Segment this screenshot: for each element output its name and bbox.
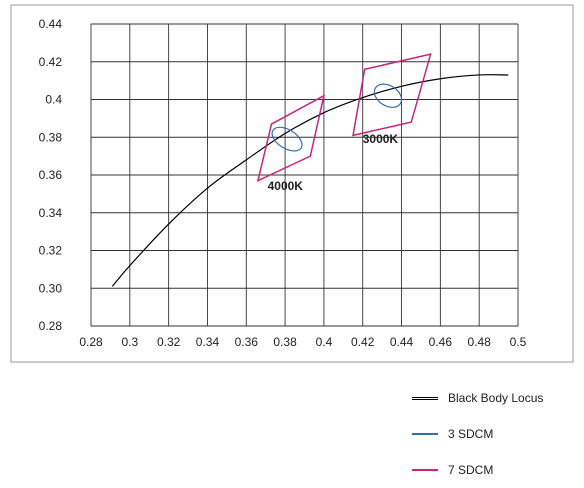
annotations: 4000K 3000K xyxy=(268,132,399,193)
black-body-locus-line xyxy=(111,74,509,287)
sdcm-3-ellipse xyxy=(271,126,303,152)
cct-annotation-label: 4000K xyxy=(268,179,304,193)
x-tick-label: 0.36 xyxy=(235,335,259,349)
y-axis-ticks: 0.28 0.30 0.32 0.34 0.36 0.38 0.4 0.42 0.44 xyxy=(39,17,63,333)
legend-swatch-magenta xyxy=(412,469,438,471)
x-tick-label: 0.48 xyxy=(468,335,492,349)
cie-chart: 0.28 0.3 0.32 0.34 0.36 0.38 0.4 0.42 0.44 0.46 0.… xyxy=(10,4,574,363)
y-tick-label: 0.28 xyxy=(39,319,63,333)
y-tick-label: 0.38 xyxy=(39,130,63,144)
legend-item-7-sdcm: 7 SDCM xyxy=(412,452,582,488)
legend: Black Body Locus 3 SDCM 7 SDCM xyxy=(412,380,582,488)
series xyxy=(111,53,509,287)
x-tick-label: 0.34 xyxy=(196,335,220,349)
legend-swatch-blue xyxy=(412,433,438,435)
x-tick-label: 0.32 xyxy=(157,335,181,349)
x-tick-label: 0.38 xyxy=(273,335,297,349)
y-tick-label: 0.36 xyxy=(39,168,63,182)
y-tick-label: 0.30 xyxy=(39,281,63,295)
legend-item-black-body-locus: Black Body Locus xyxy=(412,380,582,416)
x-tick-label: 0.44 xyxy=(390,335,414,349)
x-tick-label: 0.46 xyxy=(429,335,453,349)
y-tick-label: 0.42 xyxy=(39,55,63,69)
sdcm-3-ellipse xyxy=(373,83,403,108)
x-tick-label: 0.4 xyxy=(316,335,333,349)
sdcm-7-quadrilateral xyxy=(256,94,326,183)
x-tick-label: 0.5 xyxy=(510,335,527,349)
legend-label: Black Body Locus xyxy=(448,391,544,405)
legend-label: 7 SDCM xyxy=(448,463,494,477)
y-tick-label: 0.4 xyxy=(45,93,62,107)
grid xyxy=(90,23,519,327)
cct-annotation-label: 3000K xyxy=(363,132,399,146)
y-tick-label: 0.34 xyxy=(39,206,63,220)
y-tick-label: 0.32 xyxy=(39,244,63,258)
legend-label: 3 SDCM xyxy=(448,427,494,441)
x-tick-label: 0.28 xyxy=(79,335,103,349)
x-tick-label: 0.3 xyxy=(121,335,138,349)
x-axis-ticks: 0.28 0.3 0.32 0.34 0.36 0.38 0.4 0.42 0.44 0.46 0.… xyxy=(79,335,526,349)
x-tick-label: 0.42 xyxy=(351,335,375,349)
y-tick-label: 0.44 xyxy=(39,17,63,31)
sdcm-7-quadrilateral xyxy=(352,53,432,137)
legend-swatch-black xyxy=(412,396,438,400)
legend-item-3-sdcm: 3 SDCM xyxy=(412,416,582,452)
